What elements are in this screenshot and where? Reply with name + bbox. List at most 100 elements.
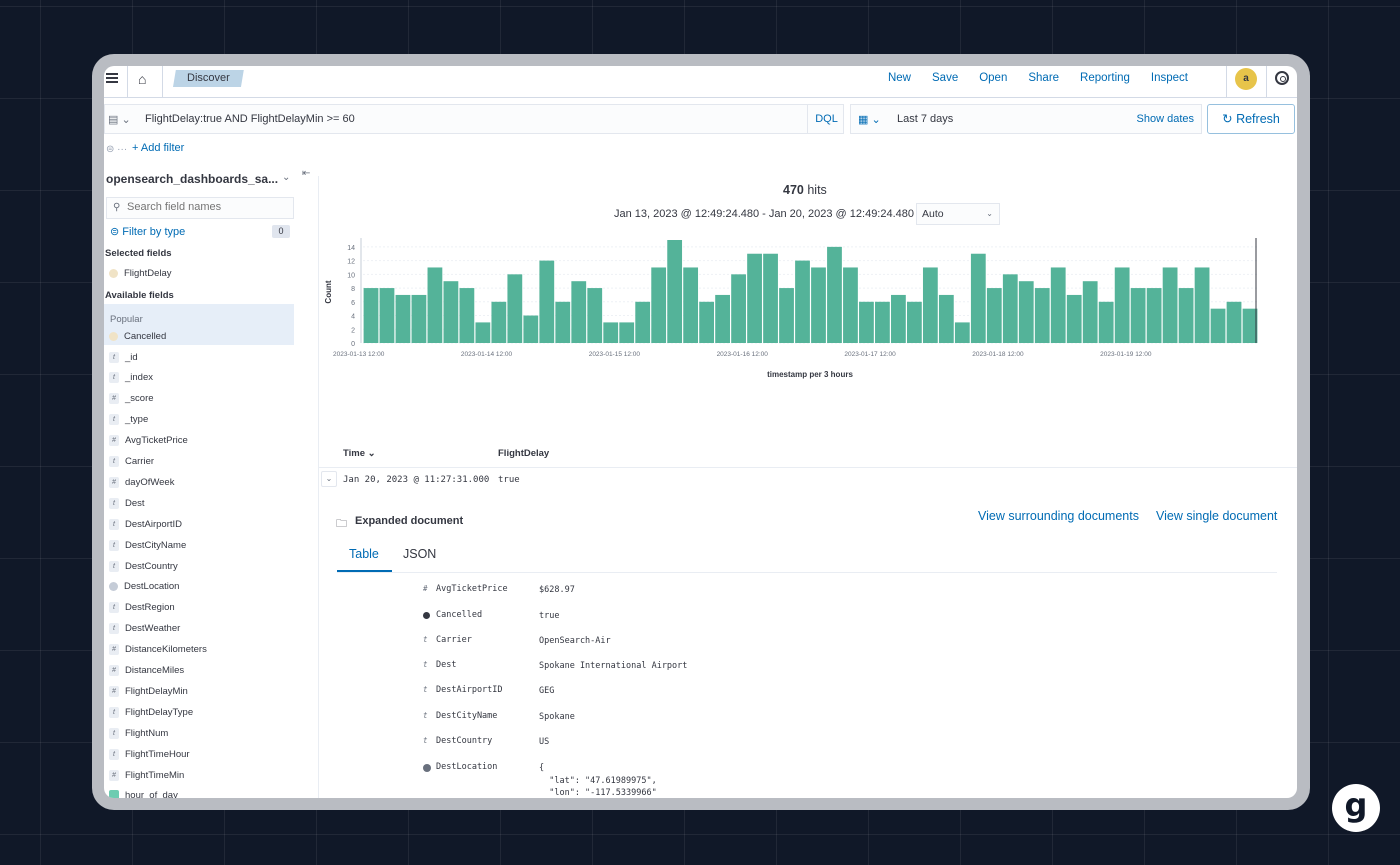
- string-type-icon: t: [109, 539, 119, 551]
- document-field-key: AvgTicketPrice: [436, 584, 508, 594]
- field-list-item[interactable]: # _score: [109, 391, 154, 407]
- field-list-item[interactable]: hour_of_day: [109, 788, 178, 798]
- filter-options-icon[interactable]: ⊜ ···: [106, 144, 128, 155]
- refresh-button[interactable]: ↻ Refresh: [1207, 104, 1295, 134]
- field-name: DistanceKilometers: [125, 644, 207, 656]
- field-name: DestRegion: [125, 602, 175, 614]
- document-field-value: OpenSearch-Air: [539, 636, 611, 646]
- field-name: DestCityName: [125, 539, 187, 551]
- field-list-item[interactable]: DestLocation: [109, 579, 179, 595]
- row-timestamp: Jan 20, 2023 @ 11:27:31.000: [343, 475, 490, 485]
- reporting-link[interactable]: Reporting: [1080, 72, 1130, 84]
- string-type-icon: t: [109, 351, 119, 363]
- popular-field-item[interactable]: Cancelled: [109, 328, 166, 344]
- field-list-item[interactable]: t FlightTimeHour: [109, 746, 190, 762]
- histogram-bar: [1178, 288, 1194, 343]
- field-list-item[interactable]: # DistanceMiles: [109, 663, 184, 679]
- field-list-item[interactable]: t Carrier: [109, 454, 154, 470]
- number-type-icon: #: [109, 769, 119, 781]
- field-list-item[interactable]: # FlightTimeMin: [109, 767, 184, 783]
- menu-icon[interactable]: [106, 73, 118, 85]
- inspect-link[interactable]: Inspect: [1150, 72, 1188, 84]
- field-name: AvgTicketPrice: [125, 435, 188, 447]
- hits-number: 470: [783, 183, 804, 197]
- column-header-time[interactable]: Time ⌄: [343, 448, 376, 459]
- date-range-label[interactable]: Last 7 days: [897, 113, 954, 125]
- tab-json[interactable]: JSON: [403, 547, 437, 561]
- field-list-item[interactable]: t FlightNum: [109, 725, 168, 741]
- document-field-key: Dest: [436, 660, 457, 670]
- field-list-item[interactable]: t DestCityName: [109, 537, 186, 553]
- show-dates-button[interactable]: Show dates: [1136, 113, 1194, 125]
- open-link[interactable]: Open: [979, 72, 1008, 84]
- boolean-type-icon: [109, 268, 118, 278]
- histogram-bar: [970, 253, 986, 343]
- field-search[interactable]: ⚲: [106, 197, 294, 219]
- field-list-item[interactable]: t _index: [109, 370, 153, 386]
- selected-field-item[interactable]: FlightDelay: [109, 265, 172, 281]
- new-link[interactable]: New: [887, 72, 911, 84]
- filter-by-type-button[interactable]: ⊜ Filter by type: [110, 225, 185, 238]
- field-name: dayOfWeek: [125, 476, 175, 488]
- tab-table[interactable]: Table: [349, 547, 379, 561]
- field-name: DestCountry: [125, 560, 178, 572]
- field-list-item[interactable]: t _id: [109, 349, 138, 365]
- collapse-sidebar-icon[interactable]: ⇤: [302, 168, 311, 179]
- saved-query-icon[interactable]: ▤ ⌄: [108, 114, 131, 126]
- y-tick-label: 12: [347, 259, 355, 266]
- histogram-bar: [1194, 267, 1210, 343]
- histogram-bar: [843, 267, 858, 343]
- share-link[interactable]: Share: [1028, 72, 1060, 84]
- row-expand-toggle[interactable]: ⌄: [321, 471, 337, 487]
- field-list-item[interactable]: # AvgTicketPrice: [109, 433, 188, 449]
- field-list-item[interactable]: t Dest: [109, 495, 145, 511]
- calendar-icon[interactable]: ▦ ⌄: [858, 114, 881, 126]
- breadcrumb-discover[interactable]: Discover: [173, 70, 244, 87]
- add-filter-button[interactable]: + Add filter: [132, 142, 185, 154]
- histogram-bar: [523, 315, 539, 343]
- filter-by-type-label: Filter by type: [122, 226, 186, 238]
- y-tick-label: 10: [347, 272, 355, 279]
- string-type-icon: t: [423, 685, 428, 694]
- chevron-down-icon[interactable]: ⌄: [282, 172, 291, 183]
- query-input[interactable]: FlightDelay:true AND FlightDelayMin >= 6…: [145, 113, 355, 125]
- app-window: ⌂ Discover New Save Open Share Reporting…: [104, 66, 1297, 798]
- field-list-item[interactable]: t FlightDelayType: [109, 704, 193, 720]
- sort-down-icon[interactable]: ⌄: [367, 448, 376, 459]
- histogram-bar: [555, 301, 571, 343]
- field-list-item[interactable]: t DestAirportID: [109, 516, 182, 532]
- field-list-item[interactable]: t DestRegion: [109, 600, 175, 616]
- index-pattern-selector[interactable]: opensearch_dashboards_sa...: [106, 172, 279, 186]
- view-single-document-link[interactable]: View single document: [1156, 509, 1278, 523]
- view-surrounding-documents-link[interactable]: View surrounding documents: [978, 509, 1139, 523]
- x-axis-label: timestamp per 3 hours: [767, 370, 853, 379]
- number-type-icon: #: [109, 476, 119, 488]
- field-name: FlightDelayMin: [125, 685, 188, 697]
- field-search-input[interactable]: [127, 201, 287, 213]
- help-icon[interactable]: [1275, 71, 1289, 85]
- save-link[interactable]: Save: [932, 72, 959, 84]
- string-type-icon: t: [109, 456, 119, 467]
- x-tick-label: 2023-01-14 12:00: [461, 351, 513, 358]
- document-field-key: DestCityName: [436, 711, 498, 721]
- available-fields-title: Available fields: [105, 290, 174, 301]
- interval-select[interactable]: Auto ⌄: [916, 203, 1000, 225]
- field-list-item[interactable]: # FlightDelayMin: [109, 683, 188, 699]
- field-list-item[interactable]: t DestCountry: [109, 558, 178, 574]
- histogram-chart[interactable]: 0 2 4 6 8 10 12 14 Count 2023-01-13 12:00 2023-01-…: [318, 230, 1297, 380]
- field-list-item[interactable]: t DestWeather: [109, 621, 180, 637]
- string-type-icon: t: [423, 711, 428, 720]
- field-list-item[interactable]: # DistanceKilometers: [109, 642, 207, 658]
- histogram-bar: [859, 301, 874, 343]
- query-bar[interactable]: ▤ ⌄ FlightDelay:true AND FlightDelayMin …: [104, 104, 844, 134]
- home-icon[interactable]: ⌂: [138, 71, 147, 87]
- date-picker[interactable]: ▦ ⌄ Last 7 days Show dates: [850, 104, 1202, 134]
- field-list-item[interactable]: # dayOfWeek: [109, 474, 174, 490]
- document-field-key: DestLocation: [436, 762, 498, 772]
- string-type-icon: t: [109, 497, 119, 509]
- user-avatar[interactable]: a: [1235, 68, 1257, 90]
- dql-button[interactable]: DQL: [807, 105, 845, 133]
- column-header-flightdelay[interactable]: FlightDelay: [498, 448, 550, 459]
- field-list-item[interactable]: t _type: [109, 412, 148, 428]
- histogram-bar: [1066, 294, 1082, 343]
